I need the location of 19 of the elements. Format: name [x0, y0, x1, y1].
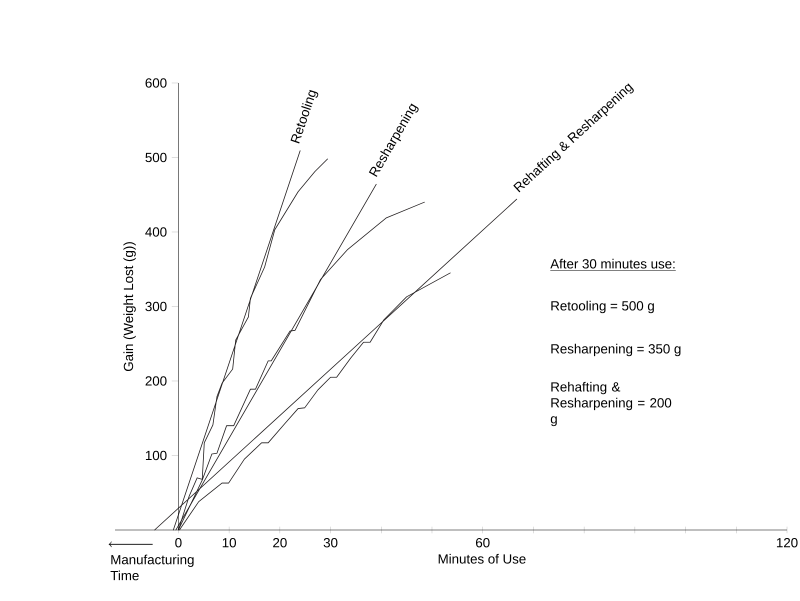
annotation: Resharpening = 350 g: [551, 344, 680, 356]
annotation: Retooling = 500 g: [551, 300, 654, 314]
y-tick-label: 300: [145, 302, 167, 312]
x-tick-label: 120: [776, 538, 798, 548]
x-tick-label: 10: [222, 538, 236, 548]
x-axis-title: Minutes of Use: [438, 554, 526, 564]
text: Manufacturing Time: [110, 554, 194, 580]
x-tick-label: 0: [175, 538, 182, 548]
x-tick-label: 60: [476, 538, 490, 548]
y-tick-label: 500: [145, 152, 167, 162]
y-tick-label: 600: [146, 78, 167, 88]
x-tick-label: 30: [324, 538, 338, 548]
y-tick-label: 400: [145, 227, 167, 237]
x-tick-label: 20: [273, 538, 287, 548]
y-tick-label: 200: [146, 376, 167, 386]
y-tick-label: 100: [146, 450, 167, 460]
annotation: Rehafting & Resharpening = 200 g: [550, 382, 672, 426]
annotation: After 30 minutes use:: [550, 258, 675, 269]
y-axis-title: Gain (Weight Lost (g)): [123, 242, 136, 372]
